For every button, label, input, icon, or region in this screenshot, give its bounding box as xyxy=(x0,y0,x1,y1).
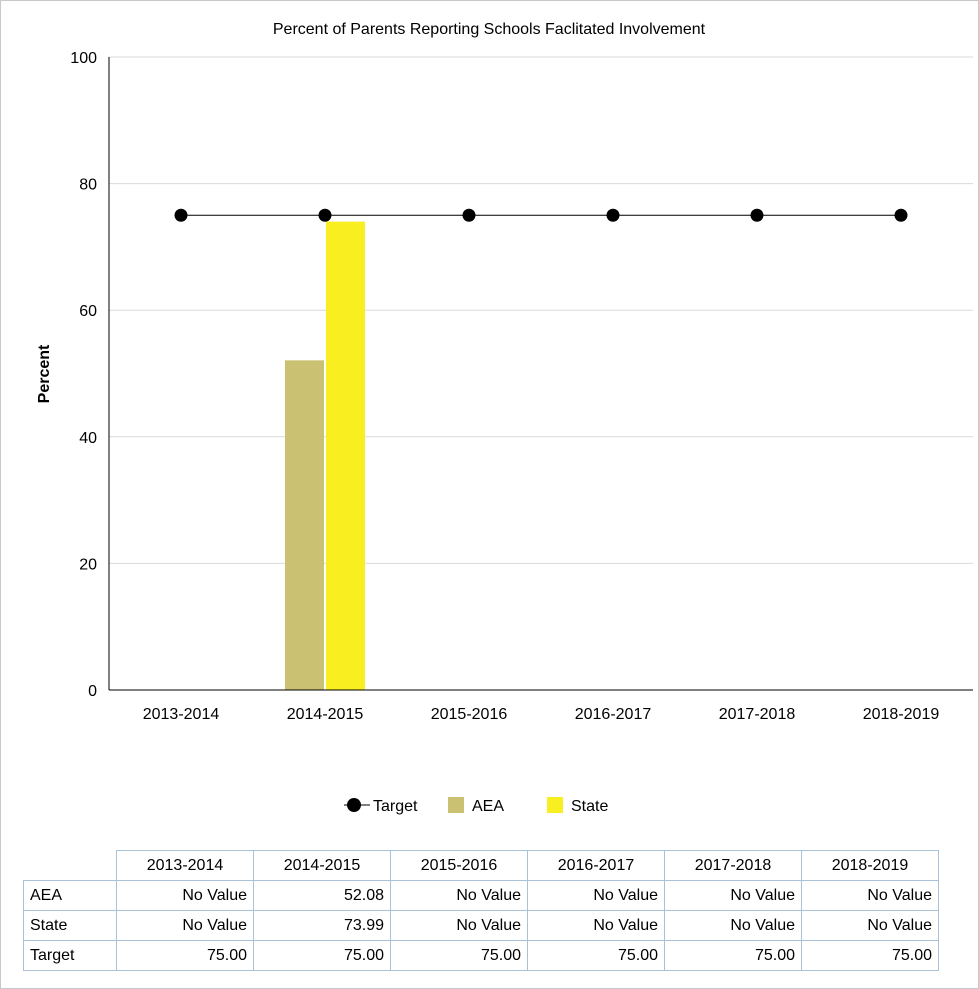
table-row-label: Target xyxy=(23,940,117,971)
table-cell: 73.99 xyxy=(253,910,391,941)
y-tick-label: 60 xyxy=(79,303,97,320)
table-cell: No Value xyxy=(664,910,802,941)
axes xyxy=(108,57,973,691)
x-tick-label: 2015-2016 xyxy=(431,706,508,723)
table-header-cell: 2016-2017 xyxy=(527,850,665,881)
y-tick-label: 80 xyxy=(79,177,97,194)
y-tick-labels: 0 20 40 60 80 100 xyxy=(70,50,97,700)
target-point xyxy=(750,208,764,222)
legend-label: Target xyxy=(373,798,418,815)
legend-aea-icon xyxy=(448,797,464,813)
table-header-cell: 2015-2016 xyxy=(390,850,528,881)
legend-state-icon xyxy=(547,797,563,813)
target-point xyxy=(174,208,188,222)
legend-target-icon xyxy=(347,798,361,812)
y-tick-label: 20 xyxy=(79,556,97,573)
table-cell: 75.00 xyxy=(253,940,391,971)
x-tick-label: 2017-2018 xyxy=(719,706,796,723)
table-cell: 75.00 xyxy=(801,940,939,971)
table-cell: 52.08 xyxy=(253,880,391,911)
table-cell: 75.00 xyxy=(664,940,802,971)
table-header-cell: 2017-2018 xyxy=(664,850,802,881)
x-tick-label: 2018-2019 xyxy=(863,706,940,723)
table-cell: No Value xyxy=(664,880,802,911)
legend-label: AEA xyxy=(472,798,504,815)
target-point xyxy=(462,208,476,222)
y-axis-label: Percent xyxy=(36,344,53,403)
data-table: 2013-2014 2014-2015 2015-2016 2016-2017 … xyxy=(23,850,939,971)
y-tick-label: 0 xyxy=(88,683,97,700)
table-cell: 75.00 xyxy=(390,940,528,971)
target-line xyxy=(174,208,908,222)
table-row: Target 75.00 75.00 75.00 75.00 75.00 75.… xyxy=(23,940,939,971)
chart-title: Percent of Parents Reporting Schools Fac… xyxy=(273,21,706,38)
grid-lines xyxy=(109,56,973,564)
bars xyxy=(285,221,365,690)
legend-label: State xyxy=(571,798,608,815)
table-header-cell: 2014-2015 xyxy=(253,850,391,881)
table-cell: No Value xyxy=(801,880,939,911)
target-point xyxy=(894,208,908,222)
table-corner-cell xyxy=(23,850,117,881)
y-tick-label: 40 xyxy=(79,430,97,447)
legend: Target AEA State xyxy=(344,797,608,815)
table-cell: No Value xyxy=(116,880,254,911)
target-point xyxy=(318,208,332,222)
x-tick-label: 2013-2014 xyxy=(143,706,220,723)
table-cell: No Value xyxy=(390,910,528,941)
table-cell: No Value xyxy=(527,910,665,941)
table-cell: No Value xyxy=(527,880,665,911)
table-cell: No Value xyxy=(801,910,939,941)
table-cell: No Value xyxy=(116,910,254,941)
target-point xyxy=(606,208,620,222)
table-header-cell: 2013-2014 xyxy=(116,850,254,881)
table-row: AEA No Value 52.08 No Value No Value No … xyxy=(23,880,939,911)
table-row-label: State xyxy=(23,910,117,941)
y-tick-label: 100 xyxy=(70,50,97,67)
table-row-label: AEA xyxy=(23,880,117,911)
table-header-row: 2013-2014 2014-2015 2015-2016 2016-2017 … xyxy=(23,850,939,881)
bar-aea xyxy=(285,360,324,690)
x-tick-label: 2016-2017 xyxy=(575,706,652,723)
x-tick-label: 2014-2015 xyxy=(287,706,364,723)
table-cell: No Value xyxy=(390,880,528,911)
x-tick-labels: 2013-2014 2014-2015 2015-2016 2016-2017 2017… xyxy=(143,706,940,723)
table-cell: 75.00 xyxy=(116,940,254,971)
bar-state xyxy=(326,221,365,690)
table-row: State No Value 73.99 No Value No Value N… xyxy=(23,910,939,941)
table-header-cell: 2018-2019 xyxy=(801,850,939,881)
table-cell: 75.00 xyxy=(527,940,665,971)
